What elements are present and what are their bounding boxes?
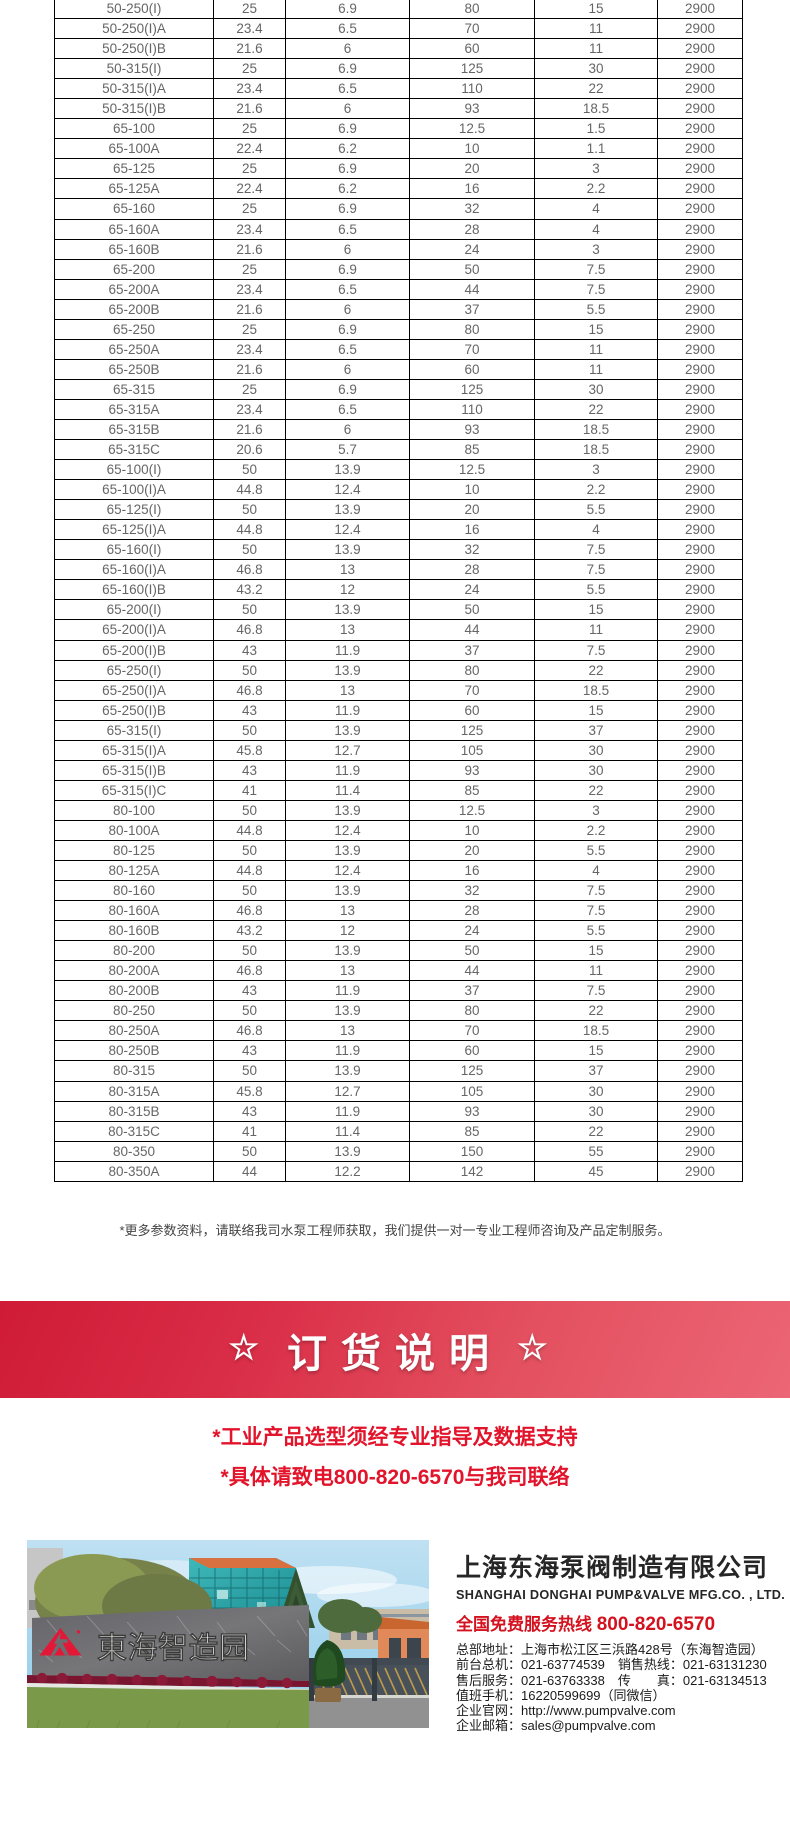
svg-text:東海智造园: 東海智造园 (97, 1632, 250, 1665)
